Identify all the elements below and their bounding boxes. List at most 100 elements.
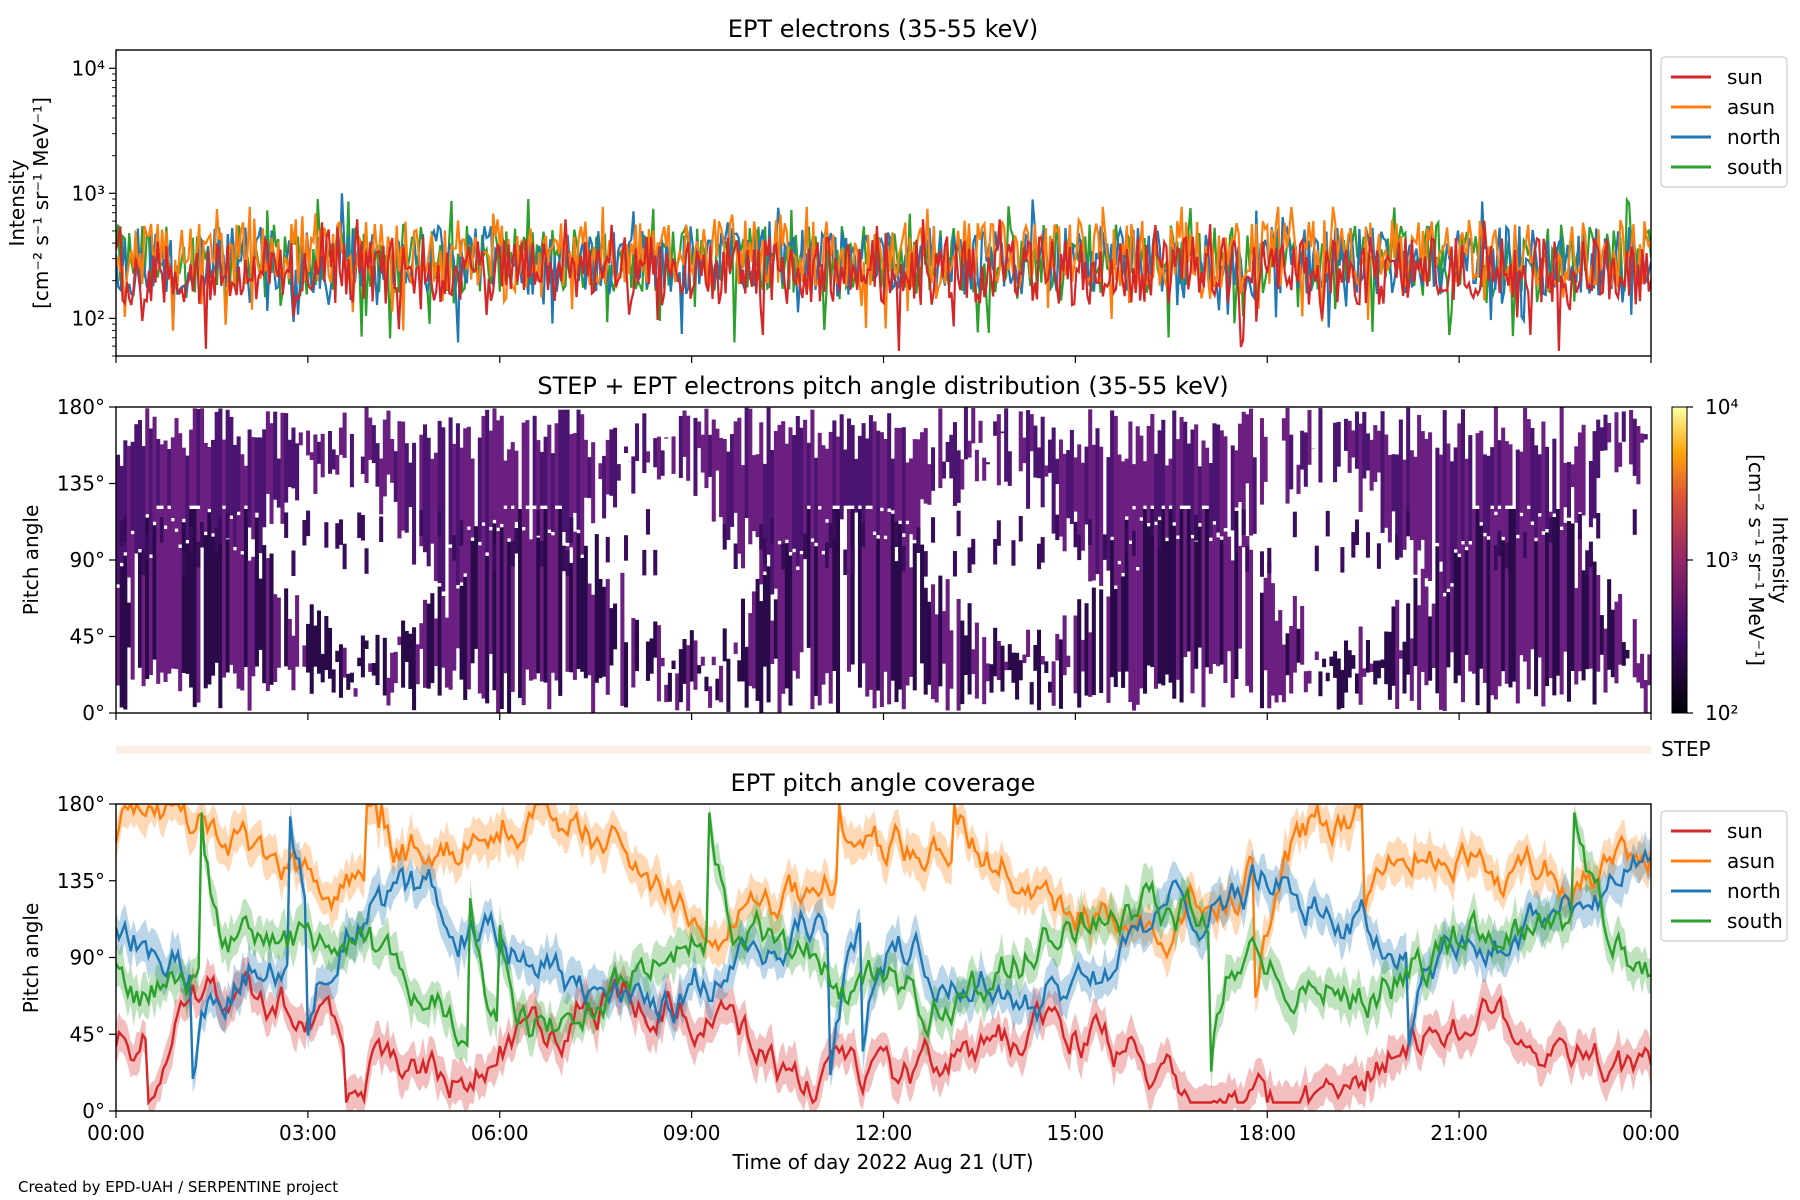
pad-cell	[474, 526, 479, 649]
pad-cell	[1577, 513, 1582, 540]
pad-cell	[755, 578, 760, 701]
pad-cell	[1523, 532, 1528, 558]
pad-cell	[1362, 668, 1367, 677]
pad-cell	[1548, 511, 1553, 679]
pad-cell	[624, 535, 629, 561]
pad-cell	[1566, 521, 1571, 702]
pad-cell	[1091, 587, 1096, 696]
pad-cell	[1585, 574, 1590, 670]
coverage-bands	[116, 804, 1651, 1111]
pad-cell	[368, 417, 373, 460]
pad-cell	[1164, 541, 1169, 675]
pad-cell	[1526, 419, 1531, 506]
pad-cell	[1186, 509, 1191, 652]
pad-cell	[342, 647, 347, 678]
pad-cell	[1384, 631, 1389, 685]
pad-cell	[1391, 454, 1396, 512]
pad-cell	[1592, 561, 1597, 705]
pad-cell	[1457, 423, 1462, 554]
pad-cell	[653, 549, 658, 576]
colorbar-ticks: 10² 10³ 10⁴	[1687, 395, 1738, 725]
pad-cell	[1267, 561, 1272, 709]
pad-cell	[360, 635, 365, 678]
pad-cell	[382, 419, 387, 497]
pad-cell	[1640, 653, 1645, 689]
pad-cell	[503, 509, 508, 674]
pad-cell	[1519, 516, 1524, 656]
pad-cell	[477, 437, 482, 542]
pad-cell	[814, 457, 819, 543]
pad-cell	[909, 567, 914, 677]
pad-cell	[1292, 511, 1297, 538]
pad-cell	[682, 639, 687, 684]
pad-cell	[1004, 408, 1009, 482]
pad-cell	[1479, 525, 1484, 669]
pad-cell	[229, 518, 234, 665]
pad-cell	[865, 438, 870, 506]
pad-cell	[1179, 417, 1184, 506]
pad-cell	[1530, 427, 1535, 522]
pad-cell	[510, 442, 515, 506]
pad-cell	[313, 434, 318, 494]
pad-cell	[1238, 545, 1243, 649]
pad-cell	[1552, 438, 1557, 514]
pad-cell	[664, 437, 669, 439]
pad-cell	[1124, 519, 1129, 672]
pad-cell	[825, 542, 830, 568]
pad-cell	[280, 412, 285, 524]
pad-cell	[492, 545, 497, 571]
pad-cell	[941, 461, 947, 479]
pad-cell	[178, 433, 183, 545]
pad-cell	[1252, 457, 1257, 534]
pad-cell	[792, 435, 797, 549]
pad-cell	[726, 658, 731, 712]
pad-cell	[1398, 419, 1403, 558]
pad-cell	[426, 437, 431, 567]
pad-cell	[1365, 640, 1370, 673]
pad-cell	[1391, 606, 1396, 686]
pad-cell	[536, 440, 541, 535]
pad-cell	[1157, 523, 1162, 549]
pad-cell	[1303, 432, 1308, 487]
pad-cell	[547, 424, 552, 530]
pad-cell	[722, 439, 727, 541]
pad-cell	[214, 411, 219, 530]
pad-cell	[291, 635, 296, 691]
pad-cell	[1300, 430, 1305, 470]
pad-cell	[360, 456, 365, 474]
pad-cell	[1376, 660, 1381, 679]
pad-cell	[1497, 530, 1502, 557]
pad-cell	[221, 509, 227, 678]
pad-cell	[835, 509, 841, 713]
pad-cell	[243, 465, 248, 506]
pad-cell	[543, 436, 548, 506]
pad-cell	[1596, 513, 1601, 539]
pad-cell	[1069, 429, 1074, 524]
pad-cell	[459, 447, 464, 583]
pad-cell	[189, 509, 194, 688]
pad-cell	[1219, 430, 1224, 537]
pad-cell	[1596, 575, 1601, 672]
pad-cell	[634, 423, 640, 461]
pad-cell	[697, 665, 702, 674]
pad-cell	[949, 630, 954, 689]
intensity-panel: EPT electrons (35-55 keV) 10² 10³ 10⁴ Inte…	[5, 15, 1788, 363]
pad-cell	[1592, 431, 1597, 519]
pad-cell	[591, 442, 596, 524]
pad-cell	[920, 432, 925, 500]
legend-label-asun: asun	[1727, 849, 1775, 873]
pad-cell	[1577, 531, 1582, 672]
pad-cell	[313, 625, 318, 667]
pad-cell	[576, 533, 581, 669]
pad-cell	[536, 537, 541, 674]
pad-cell	[817, 509, 822, 706]
pad-cell	[821, 445, 826, 551]
pad-cell	[159, 517, 164, 543]
pad-cell	[1387, 631, 1392, 700]
pad-cell	[1234, 527, 1239, 553]
pad-cell	[982, 457, 987, 481]
pad-cell	[116, 454, 121, 585]
pad-cell	[360, 515, 365, 541]
pad-cell	[441, 427, 446, 592]
pad-cell	[1216, 424, 1221, 533]
